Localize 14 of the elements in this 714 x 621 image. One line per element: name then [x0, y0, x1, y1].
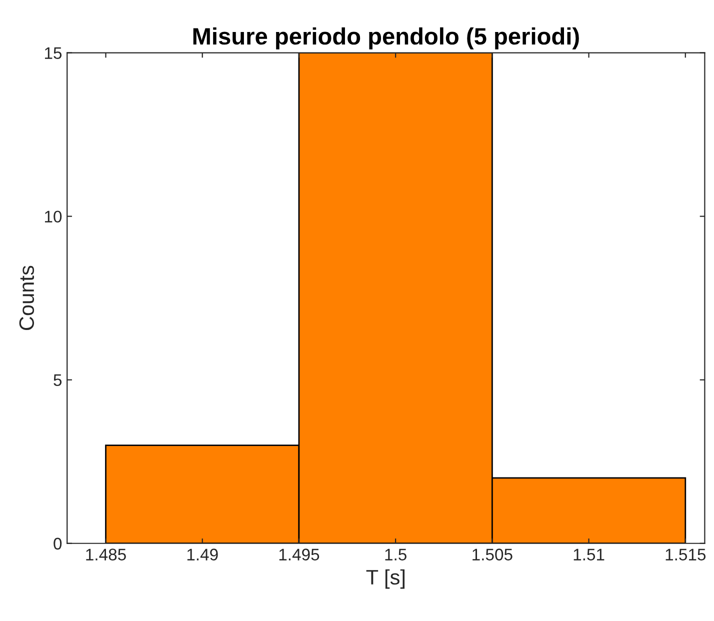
x-tick-label: 1.495	[279, 548, 320, 560]
x-tick-label: 1.49	[187, 548, 218, 560]
x-tick-label: 1.485	[86, 548, 126, 560]
x-tick-label: 1.515	[666, 548, 706, 560]
y-tick-label: 0	[54, 538, 62, 550]
x-axis-title: T [s]	[366, 569, 405, 589]
y-tick-label: 10	[44, 210, 62, 223]
y-tick-label: 15	[44, 47, 62, 59]
y-axis-title: Counts	[19, 266, 34, 330]
x-tick-label: 1.5	[385, 548, 406, 560]
x-tick-label: 1.505	[472, 548, 512, 560]
y-tick-label: 5	[54, 374, 62, 386]
x-tick-label: 1.51	[574, 548, 604, 560]
chart-title: Misure periodo pendolo (5 periodi)	[193, 27, 579, 50]
